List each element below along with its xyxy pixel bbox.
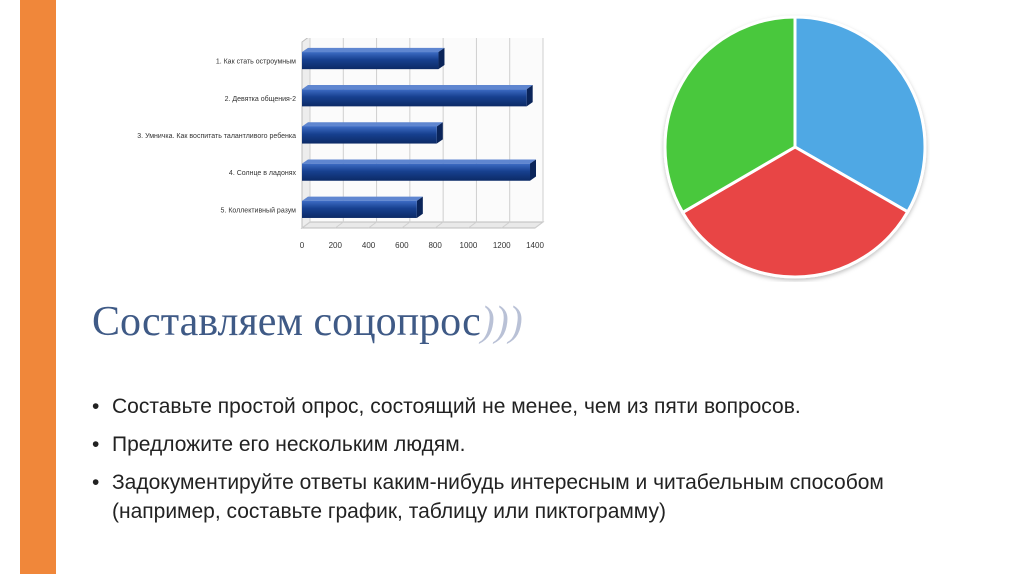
bar-chart-tick-labels: 0 200 400 600 800 1000 1200 1400 bbox=[300, 241, 545, 250]
pie-slice bbox=[680, 145, 910, 279]
bar-chart-tick-label: 400 bbox=[362, 241, 376, 250]
bar bbox=[302, 196, 423, 218]
bar-chart-category-label: 5. Коллективный разум bbox=[221, 206, 297, 214]
bullet-dot-icon: • bbox=[92, 433, 100, 456]
bullet-item: • Предложите его нескольким людям. bbox=[92, 430, 992, 459]
bullet-text: Составьте простой опрос, состоящий не ме… bbox=[112, 395, 801, 418]
bar-chart-gridline bbox=[468, 221, 477, 229]
bar-chart-floor bbox=[300, 221, 545, 229]
bar-chart-category-label: 4. Солнце в ладонях bbox=[229, 170, 297, 177]
bullet-item: • Задокументируйте ответы каким-нибудь ин… bbox=[92, 468, 992, 526]
bar bbox=[302, 159, 537, 181]
bar-chart-gridline bbox=[368, 221, 377, 229]
slide-title-decoration: ))) bbox=[480, 299, 523, 345]
bar-chart-category-label: 3. Умничка. Как воспитать талантливого р… bbox=[137, 132, 296, 140]
bar-chart-tick-label: 200 bbox=[329, 241, 343, 250]
bar-chart: 1. Как стать остроумным 2. Девятка общени… bbox=[137, 38, 545, 250]
bar-chart-tick-label: 1000 bbox=[460, 241, 478, 250]
bar-chart-gridline bbox=[534, 221, 544, 229]
bar-chart-tick-label: 600 bbox=[395, 241, 409, 250]
pie-slice bbox=[793, 15, 927, 214]
accent-bar bbox=[20, 0, 56, 574]
bar-chart-category-labels: 1. Как стать остроумным 2. Девятка общени… bbox=[137, 59, 296, 215]
bar bbox=[302, 122, 443, 144]
bar-chart-gridline bbox=[401, 221, 411, 229]
pie-chart bbox=[663, 15, 927, 279]
bar bbox=[302, 85, 533, 107]
bullet-text: Задокументируйте ответы каким-нибудь инт… bbox=[112, 471, 884, 523]
pie-slice bbox=[663, 15, 797, 215]
bar-chart-tick-label: 800 bbox=[428, 241, 442, 250]
bar-chart-gridline bbox=[334, 221, 344, 229]
bar-chart-category-label: 2. Девятка общения-2 bbox=[225, 95, 296, 103]
bullet-item: • Составьте простой опрос, состоящий не м… bbox=[92, 392, 992, 421]
bar-chart-tick-label: 0 bbox=[300, 241, 305, 250]
bullet-dot-icon: • bbox=[92, 395, 100, 418]
bar-chart-gridline bbox=[434, 221, 444, 229]
slide-title: Составляем соцопрос))) bbox=[92, 292, 792, 352]
slide-title-text: Составляем соцопрос bbox=[92, 299, 481, 345]
bar-chart-bars bbox=[302, 47, 537, 218]
bar bbox=[302, 47, 445, 70]
bar-chart-tick-label: 1400 bbox=[526, 241, 544, 250]
bar-chart-category-label: 1. Как стать остроумным bbox=[216, 59, 296, 66]
bar-chart-gridline bbox=[301, 221, 311, 229]
bar-chart-gridline bbox=[501, 221, 511, 229]
bar-chart-tick-label: 1200 bbox=[493, 241, 511, 250]
bullet-text: Предложите его нескольким людям. bbox=[112, 433, 466, 456]
bullet-list: • Составьте простой опрос, состоящий не м… bbox=[92, 392, 992, 535]
bullet-dot-icon: • bbox=[92, 471, 100, 494]
